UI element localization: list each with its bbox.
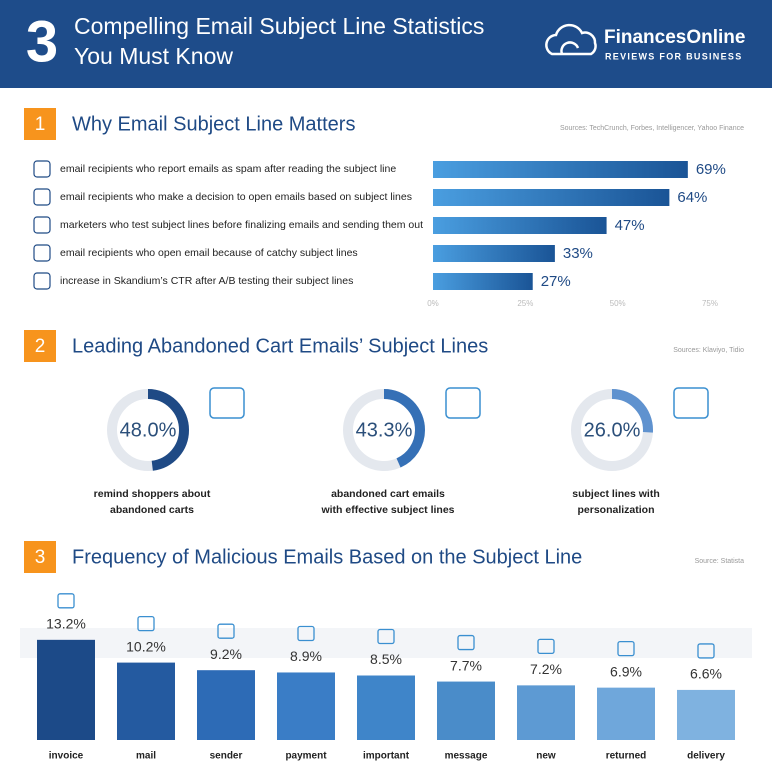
x-tick-label: 75%: [702, 299, 718, 308]
bar: [433, 217, 607, 234]
section-title: Why Email Subject Line Matters: [72, 113, 355, 135]
x-tick-label: delivery: [687, 751, 725, 762]
header-title: You Must Know: [74, 43, 233, 69]
value-label: 9.2%: [210, 646, 242, 662]
donut-caption: abandoned carts: [110, 504, 194, 516]
header-number: 3: [26, 9, 58, 74]
value-label: 13.2%: [46, 616, 86, 632]
x-tick-label: 0%: [427, 299, 439, 308]
x-tick-label: message: [445, 751, 488, 762]
header-title: Compelling Email Subject Line Statistics: [74, 13, 484, 39]
row-icon: [33, 216, 51, 234]
bar-icon: [137, 615, 155, 632]
donut-caption: subject lines with: [572, 488, 660, 500]
x-tick-label: new: [536, 751, 556, 762]
bar-icon: [537, 638, 555, 655]
row-icon: [33, 272, 51, 290]
bar-icon: [57, 593, 75, 609]
donut-value: 48.0%: [120, 419, 177, 441]
donut-value: 43.3%: [356, 419, 413, 441]
value-label: 33%: [563, 245, 593, 262]
bar: [517, 685, 575, 740]
row-icon: [33, 160, 51, 178]
donut-value: 26.0%: [584, 419, 641, 441]
x-tick-label: 25%: [517, 299, 533, 308]
bar: [433, 189, 670, 206]
donut-caption: with effective subject lines: [320, 504, 454, 516]
row-label: email recipients who open email because …: [60, 247, 358, 259]
value-label: 47%: [615, 217, 645, 234]
bar: [117, 662, 175, 740]
donut-caption: personalization: [577, 504, 654, 516]
x-tick-label: mail: [136, 751, 156, 762]
value-label: 7.7%: [450, 657, 482, 673]
x-tick-label: returned: [606, 751, 647, 762]
section-number-box: [24, 330, 56, 362]
bar-icon: [217, 623, 235, 639]
sources: Source: Statista: [695, 558, 745, 565]
header-band: [0, 0, 772, 88]
x-tick-label: sender: [210, 751, 243, 762]
section-number: 2: [35, 336, 46, 357]
donut-arc: [107, 389, 189, 471]
bar: [277, 672, 335, 740]
x-tick-label: invoice: [49, 751, 84, 762]
logo-icon: [545, 23, 597, 56]
x-tick-label: 50%: [610, 299, 626, 308]
row-icon: [33, 188, 51, 206]
value-label: 64%: [677, 189, 707, 206]
bar: [597, 687, 655, 740]
bar: [433, 161, 688, 178]
bar: [437, 681, 495, 740]
donut-icon: [673, 387, 709, 419]
bar: [197, 670, 255, 740]
donut-caption: abandoned cart emails: [331, 488, 445, 500]
donut-arc: [343, 389, 425, 471]
value-label: 69%: [696, 161, 726, 178]
x-tick-label: payment: [285, 751, 327, 762]
section-number-box: [24, 541, 56, 573]
value-label: 8.5%: [370, 651, 402, 667]
donut-caption: remind shoppers about: [94, 488, 211, 500]
bar-icon: [617, 640, 635, 657]
section-title: Frequency of Malicious Emails Based on t…: [72, 546, 582, 568]
row-label: marketers who test subject lines before …: [60, 219, 423, 231]
sources: Sources: Klaviyo, Tidio: [673, 347, 744, 354]
bar-icon: [297, 625, 315, 642]
section-number-box: [24, 108, 56, 140]
row-icon: [33, 244, 51, 262]
value-label: 6.9%: [610, 663, 642, 679]
bar: [677, 689, 735, 740]
bar: [433, 245, 555, 262]
bar-icon: [377, 628, 395, 645]
value-label: 27%: [541, 273, 571, 290]
row-label: email recipients who report emails as sp…: [60, 163, 396, 175]
bar: [433, 273, 533, 290]
x-tick-label: important: [363, 751, 410, 762]
value-label: 6.6%: [690, 666, 722, 682]
value-label: 10.2%: [126, 638, 166, 654]
logo-tagline: REVIEWS FOR BUSINESS: [605, 51, 743, 61]
section-title: Leading Abandoned Cart Emails’ Subject L…: [72, 335, 488, 357]
value-label: 8.9%: [290, 648, 322, 664]
bar: [37, 639, 95, 740]
section-number: 1: [35, 114, 46, 135]
logo: FinancesOnline: [604, 27, 745, 48]
value-label: 7.2%: [530, 661, 562, 677]
row-label: increase in Skandium’s CTR after A/B tes…: [60, 275, 353, 287]
bar-icon: [697, 643, 715, 659]
donut-arc: [571, 389, 653, 471]
bar: [357, 675, 415, 740]
section-number: 3: [35, 547, 46, 568]
sources: Sources: TechCrunch, Forbes, Intelligenc…: [560, 125, 744, 132]
bar-icon: [457, 634, 475, 651]
donut-icon: [209, 387, 245, 419]
row-label: email recipients who make a decision to …: [60, 191, 412, 203]
donut-icon: [445, 387, 481, 419]
